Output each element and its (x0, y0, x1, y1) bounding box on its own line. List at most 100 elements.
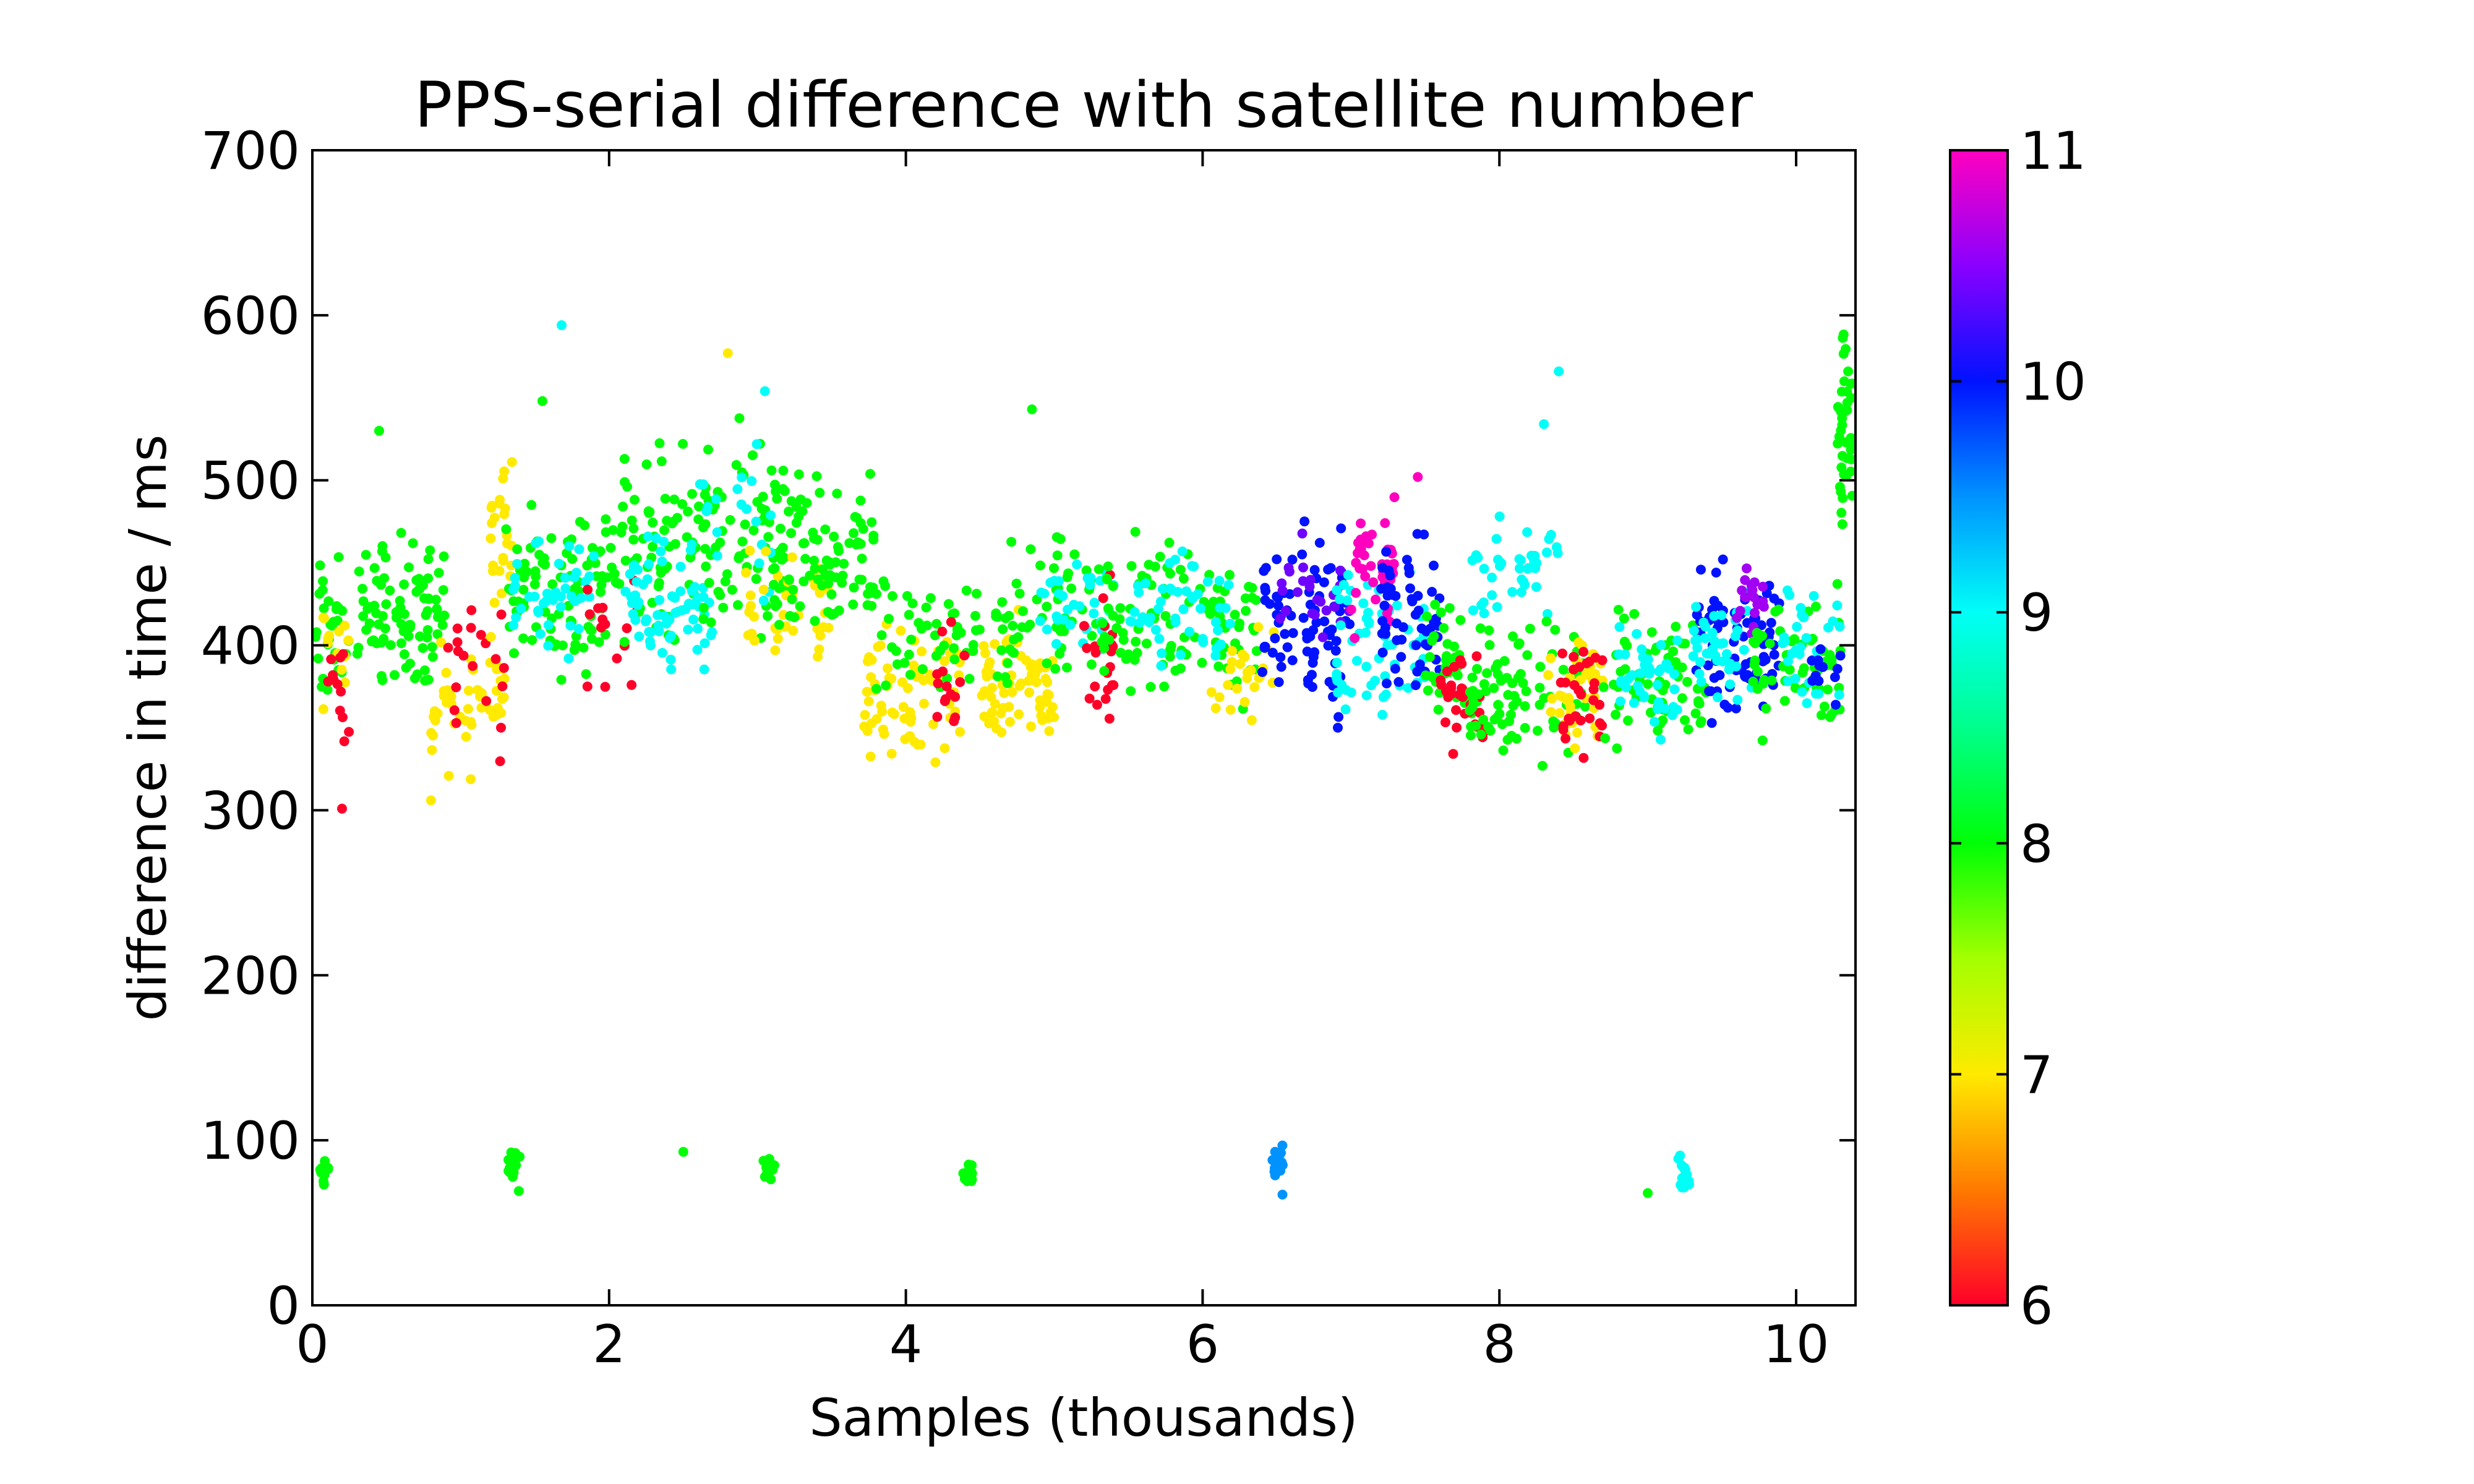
data-point (1773, 604, 1784, 615)
data-point (314, 589, 325, 599)
data-point (711, 494, 721, 505)
data-point (628, 534, 639, 545)
data-point (823, 623, 834, 633)
data-point (612, 653, 622, 663)
data-point (1259, 566, 1269, 576)
data-point (1478, 714, 1489, 725)
data-point (1062, 662, 1072, 673)
data-point (950, 712, 961, 723)
data-point (1667, 710, 1677, 720)
data-point (361, 550, 371, 560)
data-point (779, 486, 790, 497)
data-point (1342, 595, 1353, 605)
data-point (1429, 560, 1439, 571)
data-point (463, 686, 474, 696)
data-point (1165, 646, 1175, 656)
data-point (1308, 652, 1319, 662)
data-point (698, 603, 709, 613)
data-point (661, 618, 672, 629)
data-point (533, 536, 544, 547)
data-point (1003, 658, 1013, 668)
data-point (1690, 708, 1701, 719)
data-point (1269, 1166, 1280, 1177)
data-point (1750, 608, 1760, 618)
data-point (744, 607, 755, 617)
data-point (1042, 625, 1052, 634)
data-point (437, 620, 448, 630)
data-point (1569, 664, 1579, 675)
data-point (434, 568, 444, 578)
data-point (1520, 723, 1530, 733)
data-point (389, 670, 400, 680)
data-point (1379, 600, 1390, 611)
data-point (1449, 641, 1460, 652)
data-point (374, 425, 384, 436)
data-point (617, 521, 628, 532)
data-point (581, 669, 591, 680)
data-point (557, 320, 567, 330)
data-point (496, 609, 507, 620)
data-point (1481, 686, 1491, 696)
data-point (1299, 516, 1310, 527)
data-point (667, 518, 677, 529)
data-point (700, 490, 710, 500)
data-point (1831, 699, 1841, 710)
data-point (1676, 1180, 1686, 1190)
data-point (669, 592, 679, 602)
data-point (1288, 628, 1298, 638)
y-tick-label: 400 (201, 616, 300, 676)
data-point (683, 506, 693, 517)
data-point (1297, 528, 1308, 539)
data-point (1700, 633, 1710, 644)
data-point (1053, 588, 1064, 599)
data-point (468, 661, 478, 672)
data-point (978, 641, 989, 651)
data-point (1094, 564, 1104, 574)
data-point (946, 616, 956, 627)
data-point (860, 710, 870, 720)
data-point (1336, 523, 1346, 534)
data-point (1232, 683, 1243, 694)
data-point (1103, 603, 1113, 613)
data-point (1629, 697, 1639, 708)
data-point (1371, 594, 1381, 605)
data-point (1343, 570, 1353, 580)
data-point (529, 579, 540, 589)
data-point (1846, 445, 1856, 455)
data-point (1649, 717, 1659, 727)
data-point (438, 585, 448, 595)
data-point (648, 542, 658, 552)
data-point (1230, 610, 1240, 620)
data-point (648, 518, 658, 528)
data-point (335, 706, 345, 716)
data-point (1551, 718, 1560, 728)
data-point (886, 749, 897, 759)
data-point (1039, 589, 1050, 599)
data-point (376, 579, 386, 590)
data-point (1698, 617, 1709, 628)
data-point (990, 639, 1000, 649)
data-point (800, 553, 811, 564)
x-tick-label: 0 (296, 1314, 328, 1375)
data-point (337, 803, 347, 814)
data-point (857, 574, 867, 585)
data-point (1466, 722, 1476, 732)
data-point (1356, 518, 1366, 529)
data-point (1280, 606, 1291, 616)
data-point (1293, 587, 1303, 597)
data-point (784, 574, 794, 584)
data-point (1455, 615, 1466, 625)
data-point (868, 534, 879, 545)
chart-title: PPS-serial difference with satellite num… (414, 69, 1753, 142)
data-point (1066, 583, 1077, 594)
data-point (1526, 550, 1536, 561)
data-point (1489, 683, 1499, 693)
data-point (516, 603, 526, 614)
data-point (1277, 586, 1288, 596)
data-point (1673, 1154, 1684, 1164)
data-point (1132, 581, 1143, 591)
data-point (1213, 625, 1223, 636)
data-point (1619, 613, 1629, 624)
data-point (1748, 592, 1759, 602)
data-point (678, 438, 688, 449)
